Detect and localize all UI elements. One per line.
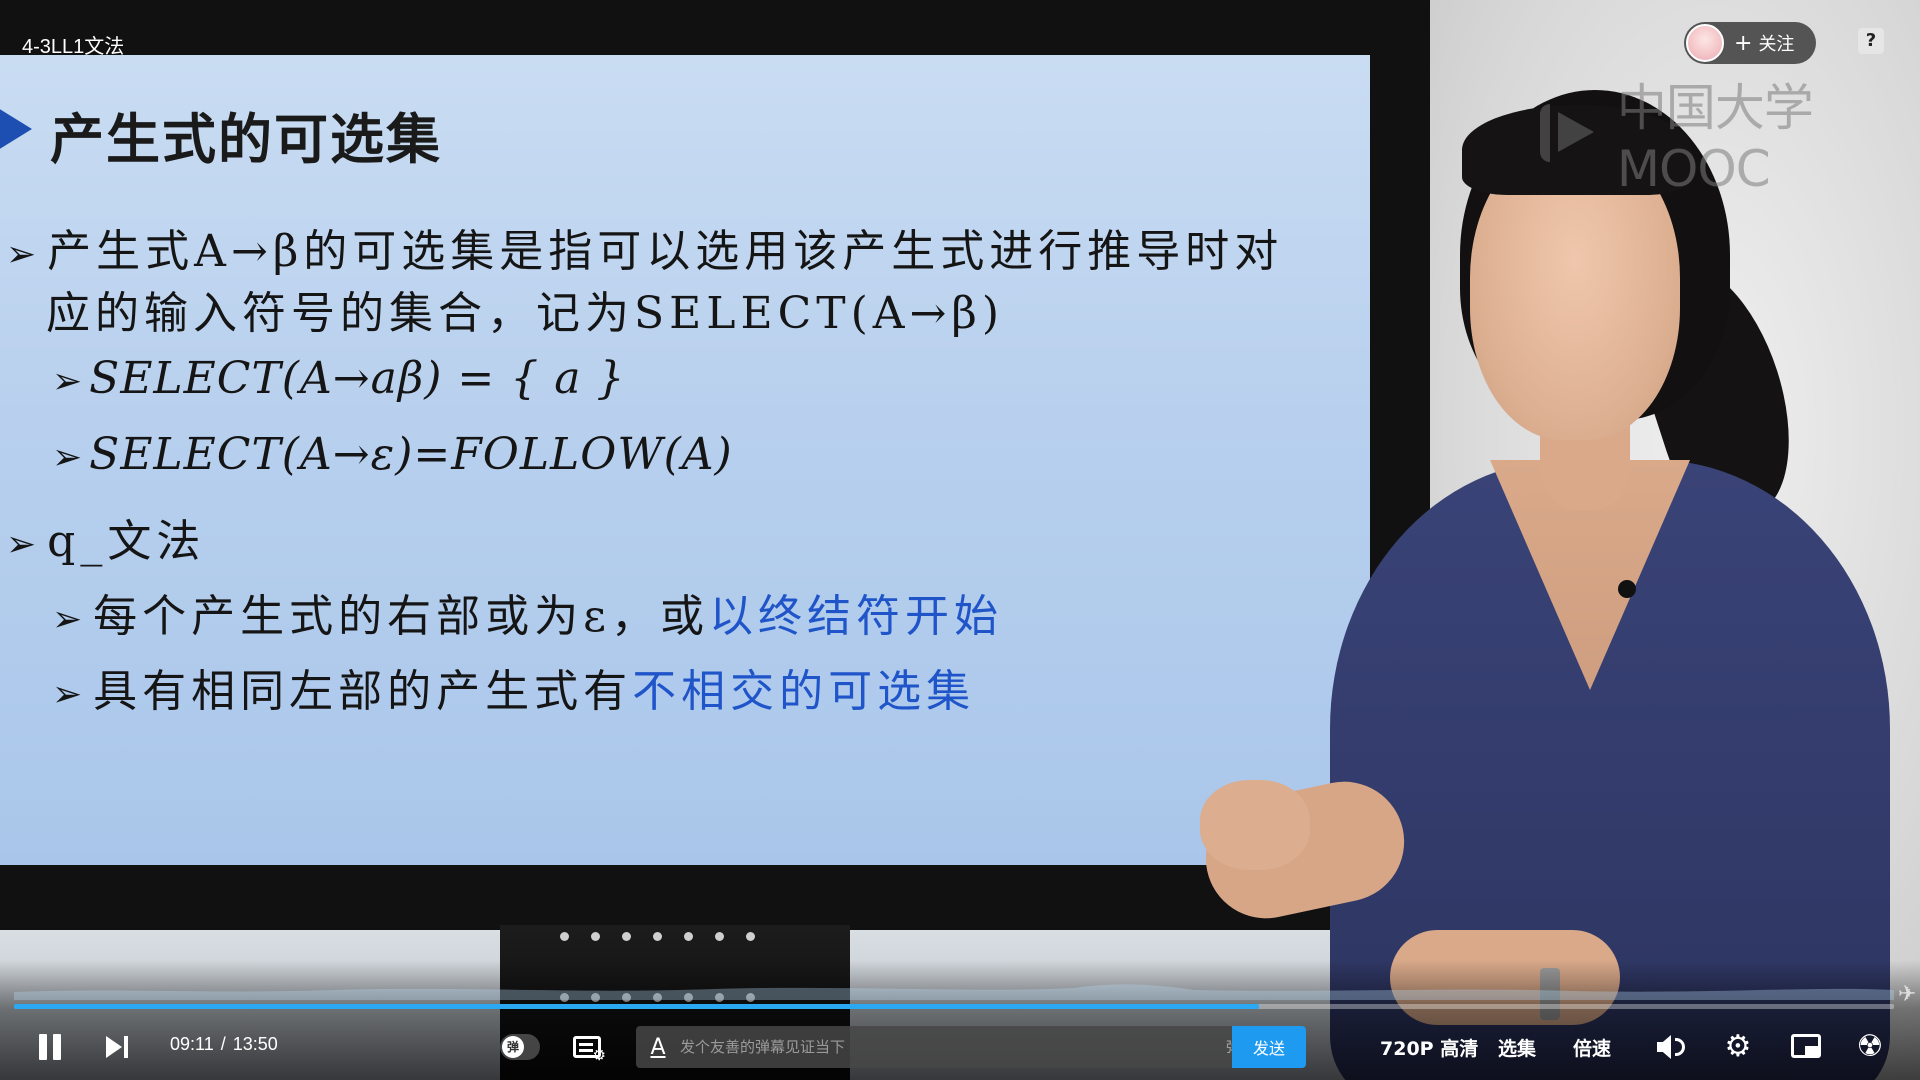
font-style-icon[interactable]: A — [636, 1035, 680, 1060]
slide-line-4: ➢ SELECT(A→ε)=FOLLOW(A) — [52, 429, 733, 480]
title-arrow-icon — [0, 97, 32, 161]
pip-icon — [1791, 1034, 1821, 1058]
progress-heatmap — [14, 978, 1894, 1000]
danmaku-input[interactable] — [680, 1027, 1226, 1067]
mooc-logo-icon — [1540, 104, 1611, 162]
slide-line-7: ➢ 具有相同左部的产生式有不相交的可选集 — [52, 655, 975, 719]
stand-dots — [560, 932, 755, 941]
follow-button[interactable]: + 关注 — [1684, 22, 1816, 64]
speaker-icon — [1657, 1035, 1671, 1059]
bullet-icon: ➢ — [6, 524, 41, 565]
progress-bar[interactable] — [14, 1004, 1894, 1009]
volume-button[interactable] — [1654, 1030, 1688, 1064]
slide-line-1: ➢ 产生式A→β的可选集是指可以选用该产生式进行推导时对 — [6, 215, 1283, 279]
episodes-button[interactable]: 选集 — [1498, 1034, 1536, 1061]
next-button[interactable] — [104, 1034, 130, 1060]
time-separator: / — [221, 1034, 226, 1054]
pause-icon — [53, 1034, 61, 1060]
bullet-icon: ➢ — [52, 437, 83, 478]
next-icon — [106, 1036, 122, 1058]
presenter-hand-left — [1200, 780, 1310, 870]
pause-button[interactable] — [36, 1032, 64, 1062]
next-icon-bar — [124, 1036, 128, 1058]
slide-line-6-text: 每个产生式的右部或为ε，或 — [93, 591, 709, 642]
time-display: 09:11 / 13:50 — [170, 1034, 278, 1055]
uploader-avatar[interactable] — [1686, 24, 1724, 62]
bullet-icon: ➢ — [6, 234, 41, 275]
help-icon[interactable]: ? — [1858, 28, 1884, 54]
bullet-icon: ➢ — [52, 674, 87, 715]
settings-button[interactable]: ⚙ — [1720, 1028, 1756, 1064]
danmaku-input-bar: A 弹幕礼仪 › — [636, 1026, 1306, 1068]
bullet-icon: ➢ — [52, 599, 87, 640]
pin-icon[interactable]: ✈ — [1898, 982, 1916, 1007]
danmaku-toggle[interactable]: 弹 — [500, 1034, 540, 1060]
slide-line-5-text: q_文法 — [47, 516, 205, 567]
send-button[interactable]: 发送 — [1232, 1026, 1306, 1068]
current-time: 09:11 — [170, 1034, 214, 1054]
follow-label: 关注 — [1758, 30, 1794, 56]
sound-wave-icon — [1675, 1038, 1685, 1056]
slide-line-7-highlight: 不相交的可选集 — [632, 666, 975, 717]
slide-line-3-text: SELECT(A→aβ) = { a } — [89, 353, 625, 404]
slide-line-2-text: 应的输入符号的集合，记为SELECT(A→β) — [46, 288, 1004, 339]
mooc-watermark: 中国大学MOOC — [1540, 68, 1920, 198]
picture-in-picture-button[interactable] — [1788, 1030, 1824, 1062]
danmaku-settings-button[interactable]: ⚙ — [570, 1032, 604, 1062]
pause-icon — [39, 1034, 47, 1060]
slide-line-4-text: SELECT(A→ε)=FOLLOW(A) — [89, 429, 733, 480]
settings-gear-icon: ⚙ — [1725, 1029, 1752, 1064]
slide-line-3: ➢ SELECT(A→aβ) = { a } — [52, 353, 625, 404]
web-fullscreen-button[interactable]: ☢ — [1852, 1028, 1888, 1064]
slide-line-1-text: 产生式A→β的可选集是指可以选用该产生式进行推导时对 — [47, 226, 1283, 277]
total-time: 13:50 — [233, 1034, 278, 1054]
video-title: 4-3LL1文法 — [22, 30, 124, 59]
watermark-text: 中国大学MOOC — [1617, 68, 1920, 198]
heatmap-curve — [14, 984, 1894, 1000]
slide-line-6: ➢ 每个产生式的右部或为ε，或以终结符开始 — [52, 580, 1003, 644]
slide-line-7-text: 具有相同左部的产生式有 — [93, 666, 632, 717]
bullet-icon: ➢ — [52, 361, 83, 402]
lapel-mic — [1618, 580, 1636, 598]
slide-title: 产生式的可选集 — [50, 95, 442, 174]
danmaku-toggle-knob: 弹 — [502, 1036, 524, 1058]
progress-played — [14, 1004, 1259, 1009]
speed-button[interactable]: 倍速 — [1573, 1034, 1611, 1061]
slide-line-6-highlight: 以终结符开始 — [709, 591, 1003, 642]
slide-line-2: 应的输入符号的集合，记为SELECT(A→β) — [46, 277, 1004, 341]
lecture-slide: 产生式的可选集 ➢ 产生式A→β的可选集是指可以选用该产生式进行推导时对 应的输入… — [0, 55, 1370, 865]
slide-line-5: ➢ q_文法 — [6, 505, 205, 569]
plus-icon: + — [1734, 31, 1752, 56]
quality-selector[interactable]: 720P 高清 — [1380, 1034, 1478, 1061]
fullscreen-icon: ☢ — [1857, 1029, 1884, 1064]
gear-icon: ⚙ — [593, 1046, 606, 1064]
